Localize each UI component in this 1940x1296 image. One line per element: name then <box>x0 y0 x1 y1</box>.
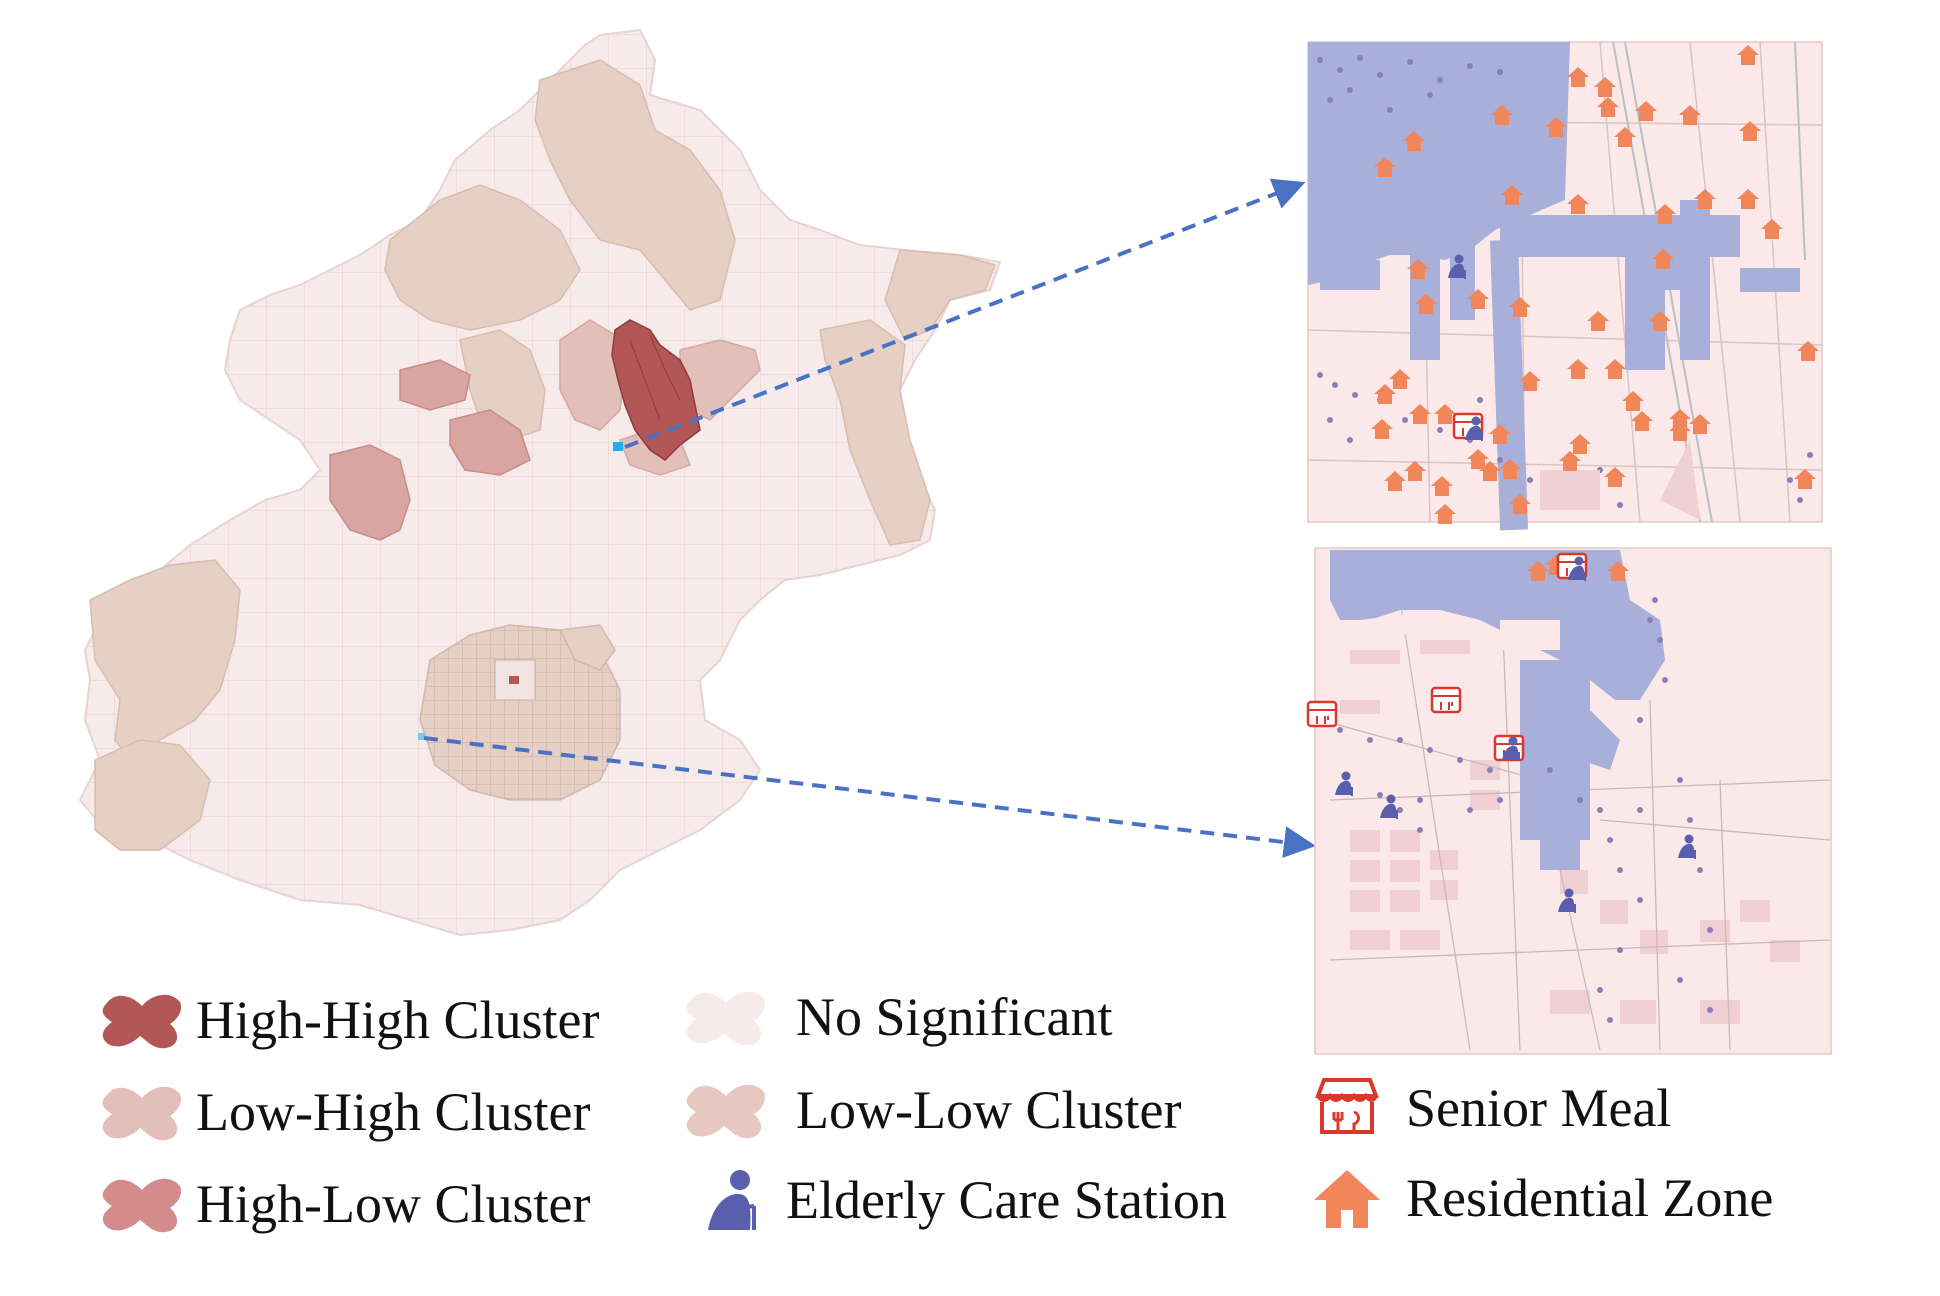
focus-marker-north <box>613 442 623 451</box>
inset-map-north <box>1307 41 1823 531</box>
inset-map-south <box>1306 547 1832 1055</box>
focus-marker-south <box>418 733 426 740</box>
beijing-district-map <box>78 28 1002 937</box>
arrow-to-south-inset <box>423 736 1316 859</box>
high-low-clusters <box>329 359 531 541</box>
urban-core <box>419 624 621 801</box>
arrow-to-north-inset <box>624 178 1306 449</box>
low-low-clusters <box>89 59 997 851</box>
